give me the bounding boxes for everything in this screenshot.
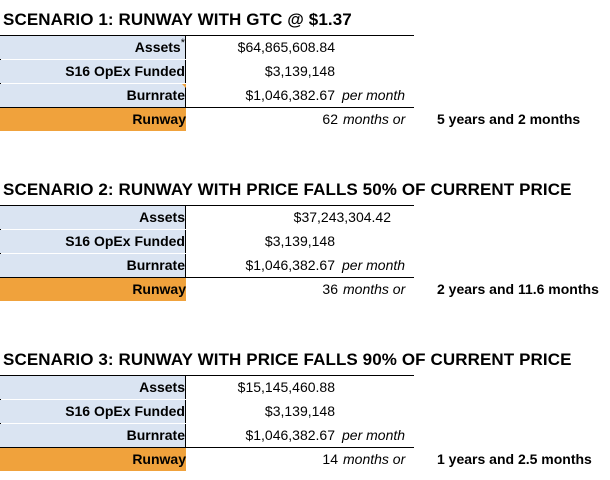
- assets-row: Assets $37,243,304.42: [0, 206, 610, 229]
- opex-label: S16 OpEx Funded: [0, 60, 186, 83]
- assets-label: Assets: [0, 376, 186, 399]
- burnrate-label: Burnrate: [0, 84, 186, 107]
- runway-months: 62: [322, 111, 338, 127]
- runway-unit: months or: [343, 281, 406, 297]
- scenario-title: SCENARIO 3: RUNWAY WITH PRICE FALLS 90% …: [3, 350, 572, 369]
- opex-label: S16 OpEx Funded: [0, 400, 186, 423]
- runway-months: 36: [322, 281, 338, 297]
- scenario-title: SCENARIO 2: RUNWAY WITH PRICE FALLS 50% …: [3, 180, 572, 199]
- runway-row: Runway 36 months or 2 years and 11.6 mon…: [0, 278, 610, 301]
- runway-row: Runway 14 months or 1 years and 2.5 mont…: [0, 448, 610, 471]
- runway-years: 2 years and 11.6 months: [437, 281, 599, 297]
- opex-row: S16 OpEx Funded $3,139,148: [0, 60, 610, 83]
- assets-value: $64,865,608.84: [237, 39, 335, 55]
- runway-label: Runway: [0, 278, 186, 301]
- runway-years: 5 years and 2 months: [437, 111, 581, 127]
- assets-value: $15,145,460.88: [237, 379, 335, 395]
- burnrate-label: Burnrate: [0, 424, 186, 447]
- opex-row: S16 OpEx Funded $3,139,148: [0, 230, 610, 253]
- opex-row: S16 OpEx Funded $3,139,148: [0, 400, 610, 423]
- burnrate-value: $1,046,382.67: [245, 87, 335, 103]
- assets-value: $37,243,304.42: [293, 209, 391, 225]
- runway-row: Runway 62 months or 5 years and 2 months: [0, 108, 610, 131]
- burnrate-row: Burnrate $1,046,382.67 per month: [0, 424, 610, 447]
- runway-unit: months or: [343, 111, 406, 127]
- scenario-title: SCENARIO 1: RUNWAY WITH GTC @ $1.37: [3, 10, 352, 29]
- assets-row: Assets $15,145,460.88: [0, 376, 610, 399]
- runway-months: 14: [322, 451, 338, 467]
- assets-row: Assets* $64,865,608.84: [0, 36, 610, 59]
- runway-unit: months or: [343, 451, 406, 467]
- runway-years: 1 years and 2.5 months: [437, 451, 592, 467]
- runway-label: Runway: [0, 448, 186, 471]
- burnrate-row: Burnrate $1,046,382.67 per month: [0, 84, 610, 107]
- assets-footnote-mark: *: [180, 37, 185, 49]
- assets-label: Assets: [0, 206, 186, 229]
- scenario-2: SCENARIO 2: RUNWAY WITH PRICE FALLS 50% …: [0, 170, 610, 305]
- burnrate-value: $1,046,382.67: [245, 427, 335, 443]
- scenario-3: SCENARIO 3: RUNWAY WITH PRICE FALLS 90% …: [0, 340, 610, 475]
- comment-indicator: [182, 84, 186, 88]
- opex-value: $3,139,148: [264, 403, 335, 419]
- opex-value: $3,139,148: [264, 233, 335, 249]
- opex-value: $3,139,148: [264, 63, 335, 79]
- scenario-1: SCENARIO 1: RUNWAY WITH GTC @ $1.37 Asse…: [0, 0, 610, 135]
- runway-label: Runway: [0, 108, 186, 131]
- burnrate-unit: per month: [342, 427, 406, 443]
- opex-label: S16 OpEx Funded: [0, 230, 186, 253]
- burnrate-label: Burnrate: [0, 254, 186, 277]
- burnrate-unit: per month: [342, 257, 406, 273]
- burnrate-row: Burnrate $1,046,382.67 per month: [0, 254, 610, 277]
- burnrate-value: $1,046,382.67: [245, 257, 335, 273]
- burnrate-unit: per month: [342, 87, 406, 103]
- assets-label: Assets*: [0, 36, 186, 59]
